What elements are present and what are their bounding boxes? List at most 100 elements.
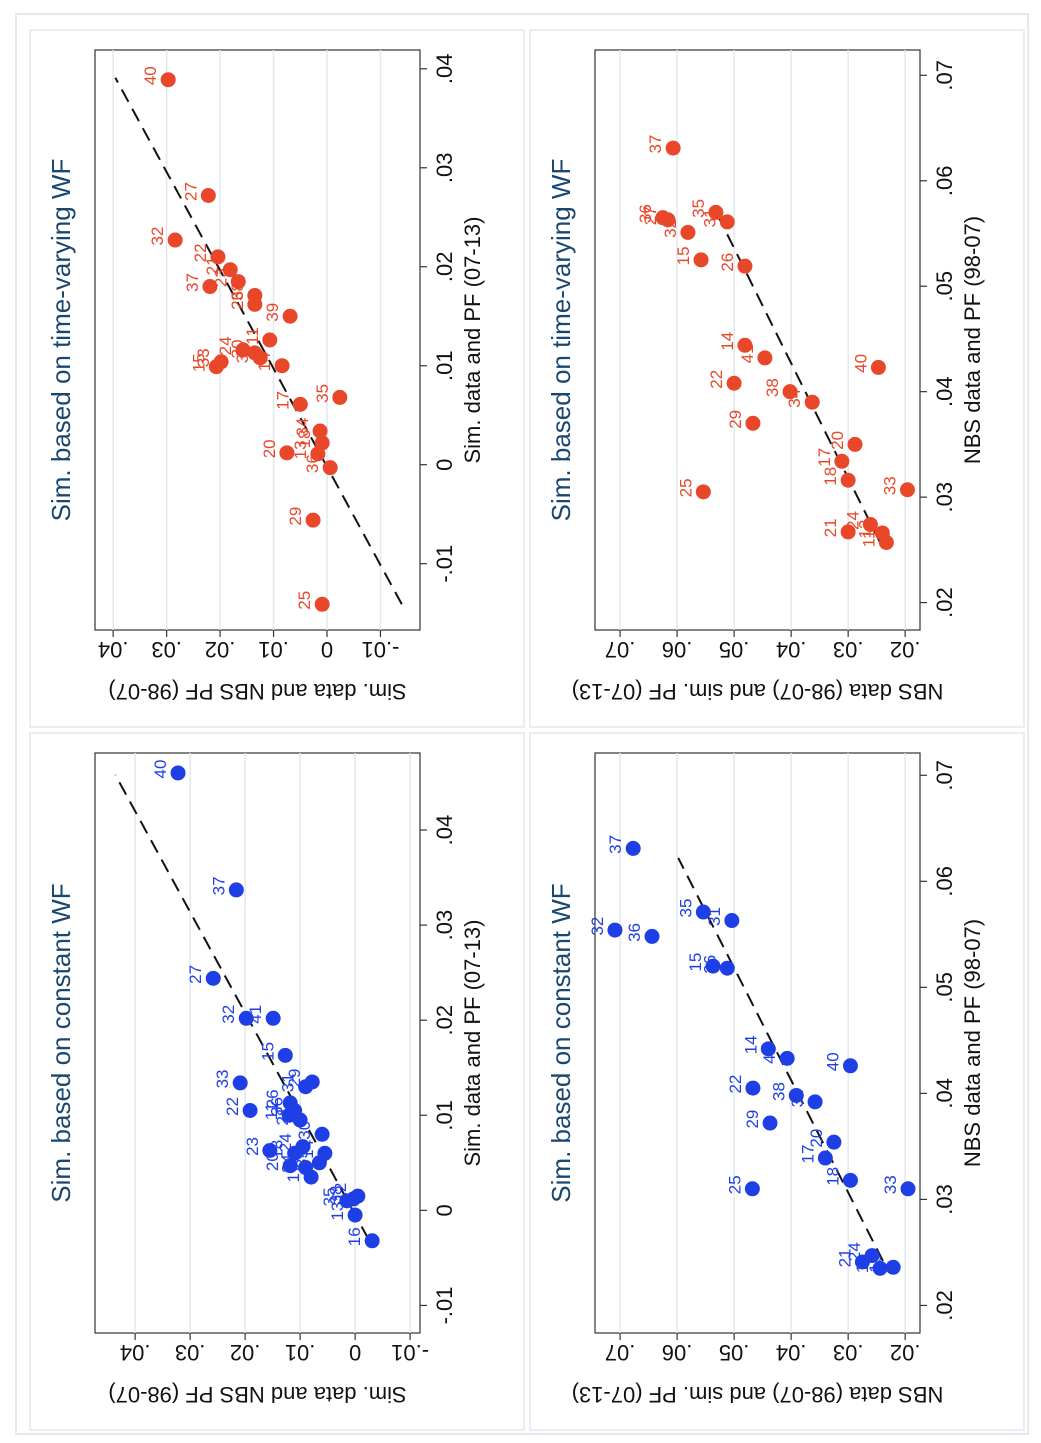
point-label: 32: [588, 917, 607, 936]
x-tick-label: .04: [432, 815, 457, 846]
chart-title: Sim. based on constant WF: [546, 883, 576, 1202]
point-label: 23: [211, 268, 230, 287]
x-tick-label: -.01: [432, 1286, 457, 1324]
point: [310, 446, 326, 462]
x-tick-label: .04: [932, 1078, 957, 1109]
point: [232, 1075, 248, 1091]
plot-area: [94, 49, 421, 631]
y-tick-label: .02: [890, 1340, 921, 1365]
point: [779, 1050, 795, 1066]
point-label: 41: [760, 1045, 779, 1064]
panel: .02 .03 .04 .05 .06 .07 .02 .03 .04 .05 .06 .07 NBS …: [546, 49, 985, 704]
point: [826, 1134, 842, 1150]
point: [744, 1181, 760, 1197]
point: [292, 396, 308, 412]
point: [885, 1259, 901, 1275]
point-label: 41: [246, 1005, 265, 1024]
point: [314, 596, 330, 612]
y-tick-label: .06: [662, 637, 693, 662]
point-label: 37: [183, 273, 202, 292]
y-tick-label: .07: [605, 1340, 636, 1365]
y-tick-label: -.01: [361, 637, 399, 662]
point-label: 35: [313, 384, 332, 403]
point-label: 11: [262, 1102, 281, 1120]
y-tick-label: .03: [833, 1340, 864, 1365]
point: [322, 460, 338, 476]
point: [312, 423, 328, 439]
point-label: 24: [843, 511, 862, 530]
point-label: 14: [741, 1035, 760, 1054]
point: [304, 1074, 320, 1090]
point: [693, 252, 709, 268]
point-label: 32: [661, 219, 680, 238]
point: [870, 359, 886, 375]
point-label: 15: [189, 353, 208, 372]
point: [282, 1158, 298, 1174]
point: [228, 882, 244, 898]
y-tick-label: .05: [719, 637, 750, 662]
point-label: 15: [674, 246, 693, 265]
point-label: 34: [279, 1154, 298, 1173]
point: [782, 384, 798, 400]
point: [762, 1115, 778, 1131]
point-label: 41: [738, 344, 757, 363]
point-label: 35: [320, 1187, 339, 1206]
y-tick-label: .04: [98, 637, 129, 662]
x-tick-label: .04: [932, 376, 957, 407]
y-tick-label: -.01: [391, 1340, 429, 1365]
point-label: 29: [286, 507, 305, 526]
x-tick-label: 0: [432, 1204, 457, 1216]
point-label: 32: [148, 227, 167, 246]
point: [834, 453, 850, 469]
y-tick-label: 0: [349, 1340, 361, 1365]
point: [222, 262, 238, 278]
point-label: 22: [191, 243, 210, 262]
point-label: 33: [880, 476, 899, 495]
y-tick-label: .02: [205, 637, 236, 662]
point: [705, 958, 721, 974]
point: [317, 1145, 333, 1161]
point: [230, 274, 246, 290]
point-label: 34: [785, 389, 804, 408]
fit-line: [114, 77, 403, 605]
x-tick-label: .02: [932, 1290, 957, 1321]
point-label: 29: [743, 1110, 762, 1129]
point: [625, 840, 641, 856]
point: [314, 1126, 330, 1142]
point: [719, 960, 735, 976]
point: [695, 904, 711, 920]
y-tick-label: .06: [662, 1340, 693, 1365]
point-label: 21: [821, 518, 840, 537]
point-label: 39: [263, 303, 282, 322]
x-tick-label: .03: [432, 910, 457, 941]
point: [350, 1188, 366, 1204]
point: [282, 308, 298, 324]
point-label: 37: [646, 135, 665, 154]
point-label: 17: [798, 1145, 817, 1164]
point-label: 38: [326, 1185, 345, 1204]
point-label: 39: [292, 1149, 311, 1168]
plot-area: [94, 752, 421, 1334]
chart-title: Sim. based on time-varying WF: [546, 159, 576, 522]
point-label: 17: [273, 391, 292, 410]
point: [757, 350, 773, 366]
point: [262, 332, 278, 348]
point: [817, 1150, 833, 1166]
point: [279, 445, 295, 461]
point: [745, 415, 761, 431]
y-tick-label: .02: [890, 637, 921, 662]
point-label: 26: [228, 291, 247, 310]
point-label: 17: [815, 448, 834, 467]
y-tick-label: 0: [321, 637, 333, 662]
point: [202, 279, 218, 295]
point: [213, 354, 229, 370]
point-label: 14: [255, 352, 274, 371]
point: [872, 1260, 888, 1276]
point-label: 11: [243, 327, 262, 345]
point-label: 34: [293, 418, 312, 437]
point-label: 31: [233, 344, 252, 363]
point: [292, 1112, 308, 1128]
y-tick-label: .01: [285, 1340, 316, 1365]
point-label: 33: [213, 1069, 232, 1088]
